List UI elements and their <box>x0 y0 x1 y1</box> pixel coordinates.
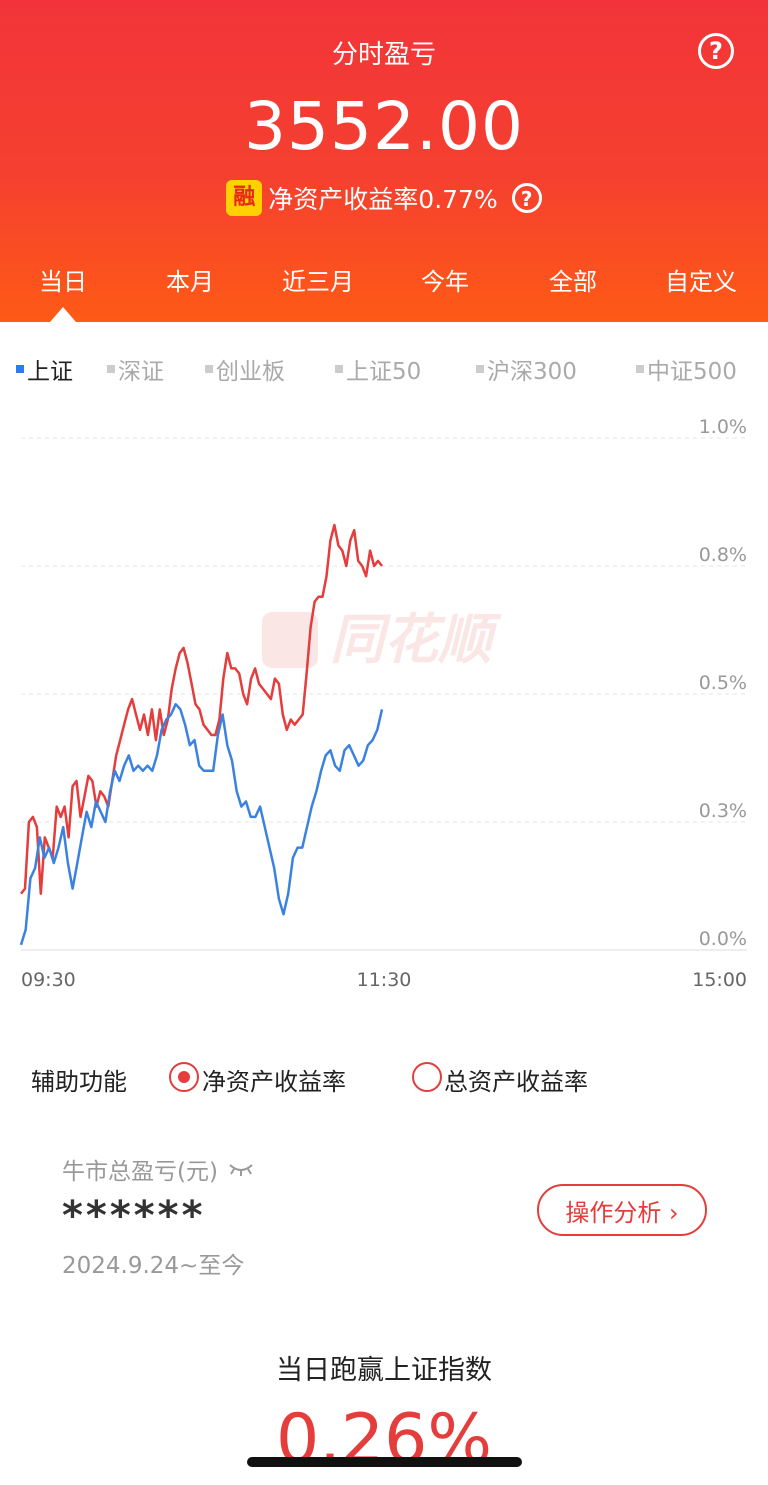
help-icon[interactable]: ? <box>698 33 734 69</box>
roe-help-icon[interactable]: ? <box>511 183 542 213</box>
tab-year[interactable]: 今年 <box>421 268 469 296</box>
index-label: 上证50 <box>346 359 422 385</box>
tab-today[interactable]: 当日 <box>39 268 87 296</box>
radio-net-roe[interactable] <box>169 1062 199 1092</box>
header: 分时盈亏 ? 3552.00 融 净资产收益率0.77% ? 当日 本月 近三月… <box>0 0 768 322</box>
index-marker <box>205 365 213 373</box>
index-marker <box>107 365 115 373</box>
active-tab-indicator <box>50 307 76 322</box>
index-marker <box>335 365 343 373</box>
index-csi300[interactable]: 沪深300 <box>476 352 577 386</box>
beat-index-title: 当日跑赢上证指数 <box>276 1355 492 1386</box>
radio-total-roa-label[interactable]: 总资产收益率 <box>444 1068 588 1096</box>
y-tick-label: 0.0% <box>699 928 747 950</box>
index-return-line <box>19 702 384 946</box>
y-tick-label: 0.8% <box>699 544 747 566</box>
y-tick-label: 1.0% <box>699 416 747 438</box>
page-title: 分时盈亏 <box>331 40 436 70</box>
y-tick-label: 0.3% <box>699 800 747 822</box>
tab-three-months[interactable]: 近三月 <box>282 268 354 296</box>
bull-profit-value: ****** <box>62 1193 206 1239</box>
beat-index-value: 0.26% <box>275 1400 493 1479</box>
index-marker <box>16 365 24 373</box>
x-tick-label: 09:30 <box>21 969 76 991</box>
index-label: 深证 <box>118 359 164 385</box>
profit-amount: 3552.00 <box>244 88 524 165</box>
x-tick-label: 15:00 <box>692 969 747 991</box>
account-return-line <box>20 523 383 895</box>
radio-total-roa[interactable] <box>412 1062 442 1092</box>
eye-closed-icon[interactable] <box>228 1161 254 1177</box>
margin-badge: 融 <box>226 180 263 216</box>
watermark-text: 同花顺 <box>330 608 502 671</box>
index-label: 创业板 <box>216 359 285 385</box>
intraday-chart[interactable]: 同花顺 1.0% 0.8% 0.5% 0.3% 0.0% 09:30 11:30 15:00 <box>0 400 768 1000</box>
index-selector: 上证 深证 创业板 上证50 沪深300 中证500 <box>0 352 768 386</box>
tab-all[interactable]: 全部 <box>549 268 597 296</box>
x-tick-label: 11:30 <box>357 969 412 991</box>
index-marker <box>636 365 644 373</box>
aux-functions: 辅助功能 净资产收益率 总资产收益率 <box>0 1060 768 1096</box>
index-label: 沪深300 <box>487 359 577 385</box>
roe-text: 净资产收益率0.77% <box>268 185 498 214</box>
index-label: 中证500 <box>647 359 737 385</box>
watermark-logo-icon <box>262 612 318 668</box>
aux-label: 辅助功能 <box>31 1068 127 1096</box>
index-label: 上证 <box>27 359 73 385</box>
operation-analysis-button[interactable]: 操作分析 › <box>537 1184 707 1236</box>
index-chinext[interactable]: 创业板 <box>205 352 285 386</box>
radio-net-roe-label[interactable]: 净资产收益率 <box>202 1068 346 1096</box>
watermark: 同花顺 <box>262 608 502 671</box>
radio-dot <box>178 1071 190 1083</box>
tab-custom[interactable]: 自定义 <box>665 268 737 296</box>
index-csi500[interactable]: 中证500 <box>636 352 737 386</box>
y-tick-label: 0.5% <box>699 672 747 694</box>
roe-row: 融 净资产收益率0.77% ? <box>0 180 768 216</box>
index-sse50[interactable]: 上证50 <box>335 352 421 386</box>
home-indicator[interactable] <box>247 1457 522 1467</box>
bull-date-range: 2024.9.24~至今 <box>62 1253 245 1279</box>
bull-profit-title: 牛市总盈亏(元) <box>62 1152 254 1186</box>
period-tabs: 当日 本月 近三月 今年 全部 自定义 <box>0 262 768 302</box>
index-marker <box>476 365 484 373</box>
tab-month[interactable]: 本月 <box>166 268 214 296</box>
index-sse[interactable]: 上证 <box>16 352 73 386</box>
index-szse[interactable]: 深证 <box>107 352 164 386</box>
bull-title-text: 牛市总盈亏(元) <box>62 1159 218 1185</box>
